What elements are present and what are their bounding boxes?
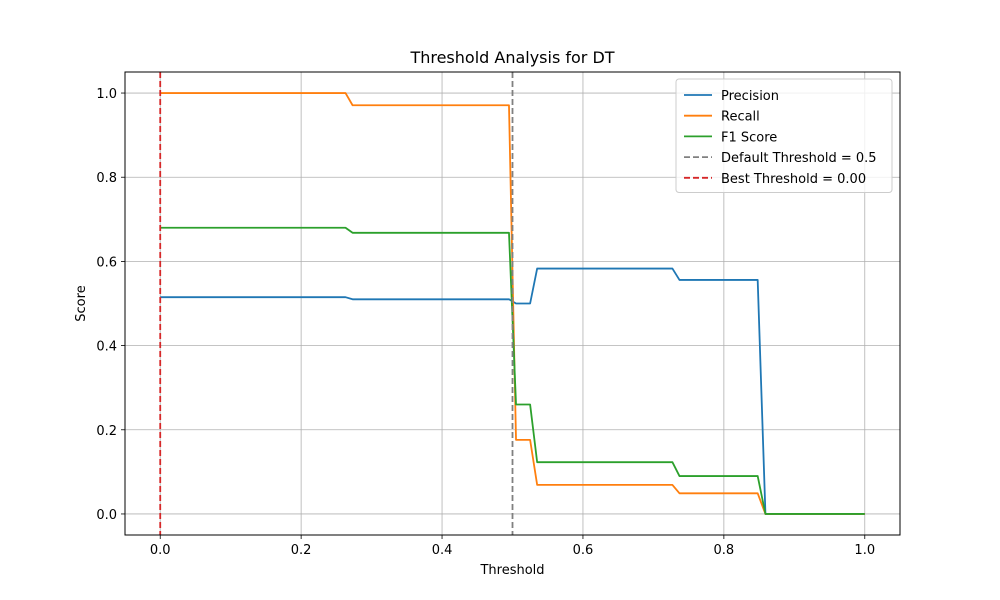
legend-box — [675, 78, 893, 193]
y-tick-label: 0.8 — [96, 171, 117, 186]
x-tick-label: 1.0 — [854, 543, 875, 558]
series-line-recall — [160, 92, 865, 515]
y-tick-label: 0.2 — [96, 424, 117, 439]
y-tick-label: 1.0 — [96, 87, 117, 102]
series-line-f1-score — [160, 226, 865, 515]
legend-label-recall: Recall — [721, 110, 760, 125]
axis-ticks: 0.0 0.2 0.4 0.6 0.8 1.0 0.0 0.2 0.4 0.6 0.8 1.0 — [96, 87, 875, 558]
plot-series — [159, 72, 865, 535]
plot-area-frame — [124, 71, 901, 536]
x-tick-label: 0.4 — [432, 543, 453, 558]
x-axis-label: Threshold — [479, 563, 544, 578]
legend-label-precision: Precision — [721, 89, 779, 104]
legend-label-f1-score: F1 Score — [721, 130, 777, 145]
y-axis-label: Score — [74, 285, 89, 321]
legend-label-best-threshold: Best Threshold = 0.00 — [721, 172, 866, 187]
y-tick-label: 0.4 — [96, 340, 117, 355]
chart-title: Threshold Analysis for DT — [409, 48, 614, 67]
x-tick-label: 0.0 — [150, 543, 171, 558]
x-tick-label: 0.6 — [573, 543, 594, 558]
x-tick-label: 0.8 — [714, 543, 735, 558]
y-tick-label: 0.0 — [96, 508, 117, 523]
series-line-precision — [160, 267, 865, 515]
y-tick-label: 0.6 — [96, 255, 117, 270]
x-tick-label: 0.2 — [291, 543, 312, 558]
legend: Precision Recall F1 Score Default Threshold… — [675, 78, 893, 193]
legend-label-default-threshold: Default Threshold = 0.5 — [721, 151, 877, 166]
